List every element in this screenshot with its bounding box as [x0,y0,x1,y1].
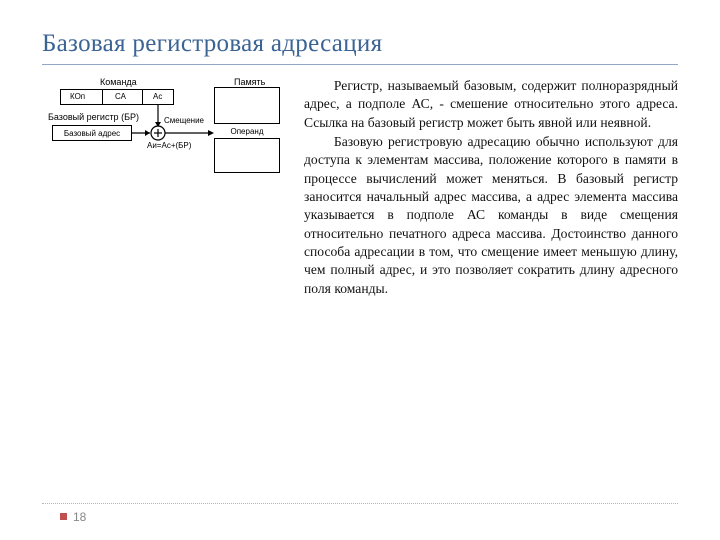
diagram-box-operand: Операнд [214,123,280,139]
diagram-label-formula: Aи=Aс+(БР) [147,141,191,150]
diagram-box-baseaddr: Базовый адрес [52,125,132,141]
paragraph-2: Базовую регистровую адресацию обычно исп… [304,133,678,298]
slide: Базовая регистровая адресация Команда Па… [0,0,720,540]
title-rule [42,64,678,65]
text-column: Регистр, называемый базовым, содержит по… [304,77,678,299]
page-title: Базовая регистровая адресация [42,30,678,58]
diagram-label-memory: Память [234,77,265,87]
diagram-cell-ca: СА [115,92,126,101]
diagram-label-basereg: Базовый регистр (БР) [48,112,139,122]
diagram-label-offset: Смещение [164,116,204,125]
diagram-label-komanda: Команда [100,77,137,87]
paragraph-1: Регистр, называемый базовым, содержит по… [304,77,678,132]
content: Команда Память КОп СА Aс Базовый регистр… [42,77,678,299]
addressing-diagram: Команда Память КОп СА Aс Базовый регистр… [42,77,292,197]
diagram-cell-ac: Aс [153,92,162,101]
diagram-column: Команда Память КОп СА Aс Базовый регистр… [42,77,292,299]
diagram-cell-kop: КОп [70,92,85,101]
page-number: 18 [60,510,86,524]
diagram-divider-1 [102,89,103,105]
bottom-rule [42,503,678,504]
diagram-divider-2 [142,89,143,105]
